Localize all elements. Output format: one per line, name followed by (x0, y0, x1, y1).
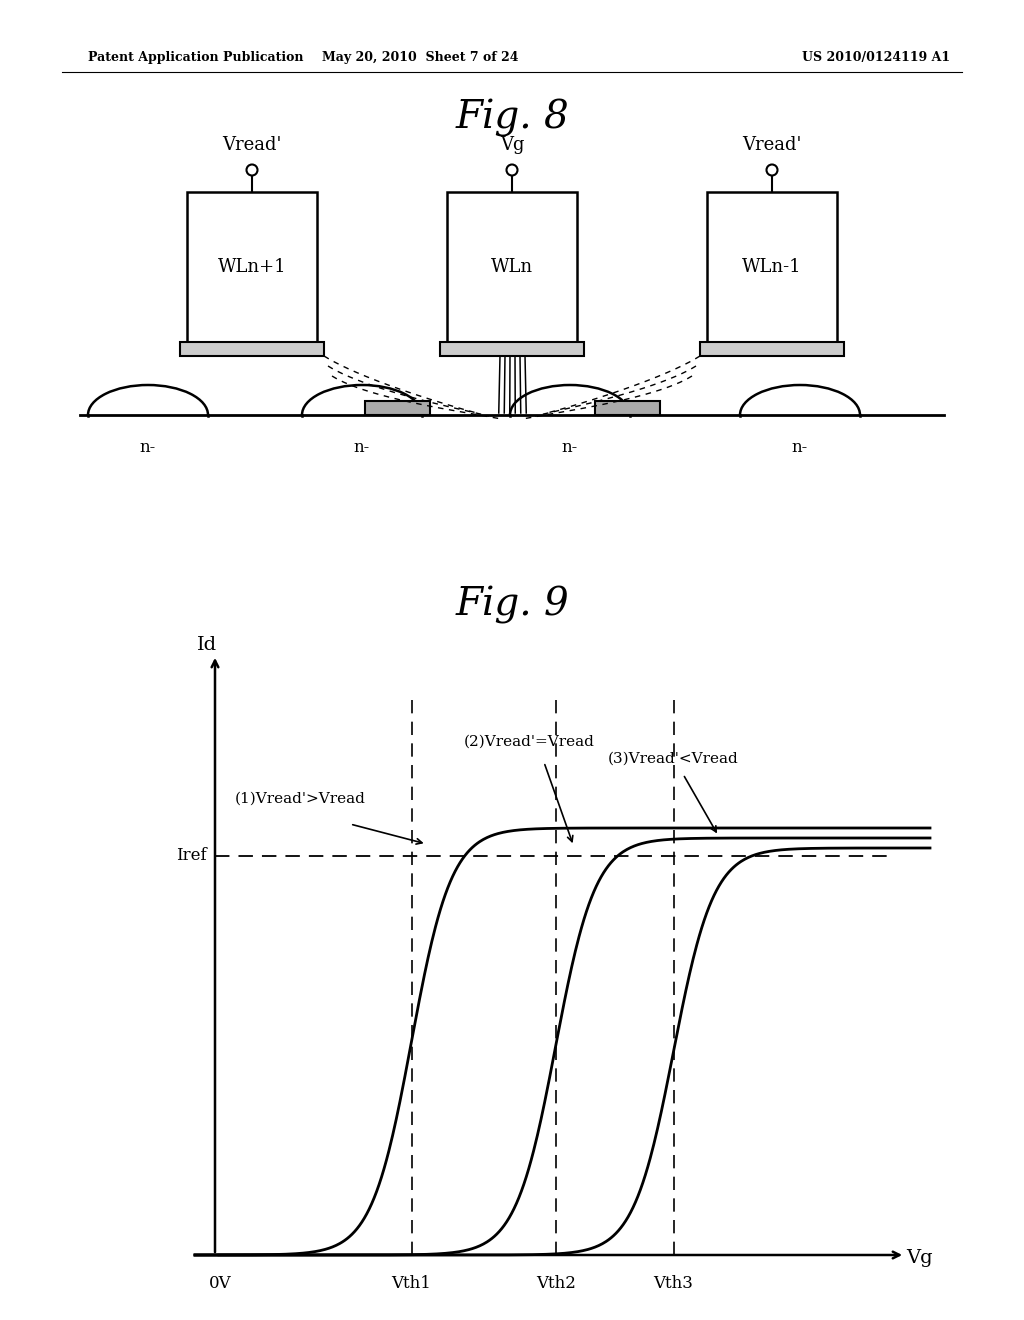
Text: Patent Application Publication: Patent Application Publication (88, 51, 303, 65)
Text: Vth2: Vth2 (536, 1275, 575, 1292)
Text: Vg: Vg (906, 1249, 933, 1267)
Text: Vth3: Vth3 (653, 1275, 693, 1292)
Text: Vread': Vread' (222, 136, 282, 154)
Bar (180, 342, 324, 356)
Text: n-: n- (792, 440, 808, 457)
Text: (2)Vread'=Vread: (2)Vread'=Vread (464, 735, 595, 748)
Text: US 2010/0124119 A1: US 2010/0124119 A1 (802, 51, 950, 65)
Text: Vth1: Vth1 (391, 1275, 431, 1292)
Text: n-: n- (140, 440, 156, 457)
Text: 0V: 0V (209, 1275, 231, 1292)
Text: Vread': Vread' (742, 136, 802, 154)
Text: Fig. 8: Fig. 8 (455, 99, 569, 137)
Text: (3)Vread'<Vread: (3)Vread'<Vread (608, 752, 738, 766)
Text: WLn+1: WLn+1 (218, 257, 287, 276)
Text: n-: n- (562, 440, 579, 457)
Bar (447, 191, 577, 342)
Text: Fig. 9: Fig. 9 (455, 586, 569, 624)
Text: n-: n- (354, 440, 370, 457)
Text: Vg: Vg (500, 136, 524, 154)
Text: May 20, 2010  Sheet 7 of 24: May 20, 2010 Sheet 7 of 24 (322, 51, 518, 65)
Text: WLn: WLn (490, 257, 534, 276)
Bar (187, 191, 317, 342)
Bar (595, 401, 659, 414)
Bar (700, 342, 844, 356)
Bar (365, 401, 429, 414)
Text: Iref: Iref (176, 847, 207, 865)
Text: Id: Id (197, 636, 217, 653)
Bar (440, 342, 584, 356)
Bar (707, 191, 837, 342)
Text: (1)Vread'>Vread: (1)Vread'>Vread (234, 792, 366, 807)
Text: WLn-1: WLn-1 (742, 257, 802, 276)
